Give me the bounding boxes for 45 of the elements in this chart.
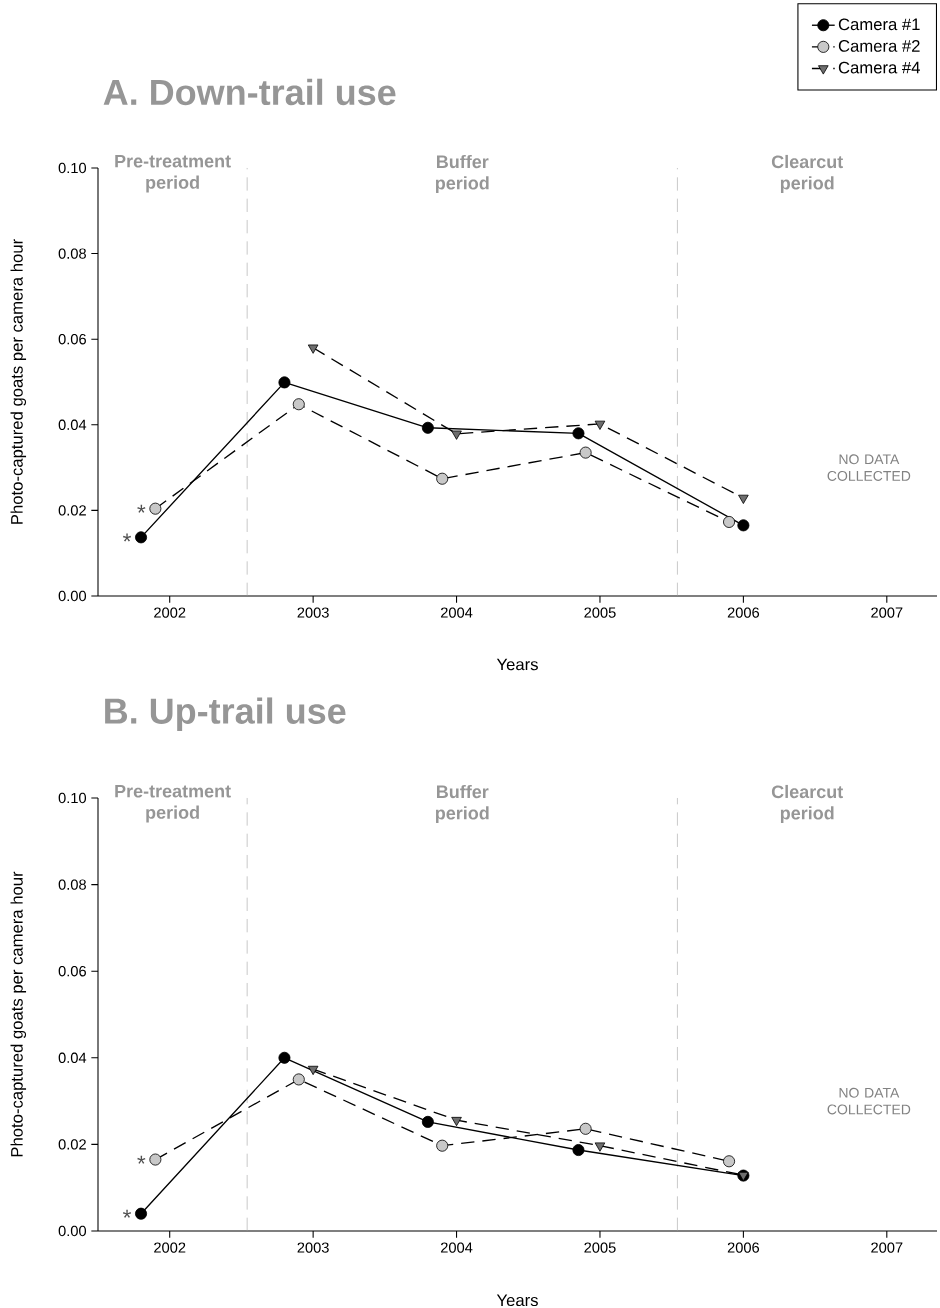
y-tick-label: 0.00	[58, 1225, 87, 1237]
x-tick-label: 2007	[871, 607, 903, 618]
x-tick-label: 2004	[440, 1242, 473, 1253]
x-tick-label: 2007	[871, 1242, 903, 1253]
annotation: NO DATA COLLECTED	[827, 454, 911, 481]
chart-title: A. Down-trail use	[103, 78, 396, 106]
legend-label: Camera #1	[838, 18, 920, 31]
x-tick-label: 2005	[584, 1242, 616, 1253]
annotation: *	[122, 1209, 132, 1218]
y-tick-label: 0.06	[58, 334, 86, 345]
x-tick-label: 2003	[297, 607, 329, 618]
annotation: Buffer period	[435, 784, 489, 824]
y-tick-label: 0.10	[58, 162, 87, 174]
annotation: Pre-treatment period	[115, 154, 231, 193]
y-tick-label: 0.00	[58, 590, 87, 602]
y-axis-title: Photo-captured goats per camera hour	[10, 239, 27, 524]
x-axis-title: Years	[496, 1294, 538, 1307]
legend-label: Camera #2	[838, 40, 920, 52]
y-tick-label: 0.04	[58, 419, 87, 430]
annotation: Clearcut period	[771, 784, 843, 824]
y-tick-label: 0.08	[58, 879, 86, 890]
annotation: Clearcut period	[771, 154, 843, 194]
y-axis-title: Photo-captured goats per camera hour	[10, 871, 27, 1157]
x-axis-title: Years	[496, 658, 538, 671]
y-tick-label: 0.04	[58, 1052, 87, 1063]
chart-title: B. Up-trail use	[105, 697, 346, 731]
y-tick-label: 0.06	[58, 966, 86, 977]
x-tick-label: 2002	[154, 1242, 186, 1253]
x-tick-label: 2006	[727, 607, 760, 618]
x-tick-label: 2004	[440, 607, 473, 618]
x-tick-label: 2005	[584, 607, 616, 618]
y-tick-label: 0.02	[58, 1139, 86, 1150]
legend-label: Camera #4	[838, 61, 920, 74]
annotation: Buffer period	[435, 154, 489, 194]
x-tick-label: 2002	[154, 607, 186, 618]
annotation: *	[137, 504, 146, 513]
annotation: NO DATA COLLECTED	[827, 1087, 911, 1115]
annotation: *	[122, 533, 132, 542]
x-tick-label: 2006	[727, 1242, 760, 1253]
annotation: *	[137, 1155, 146, 1164]
y-tick-label: 0.08	[58, 248, 86, 259]
y-tick-label: 0.10	[58, 792, 87, 804]
y-tick-label: 0.02	[58, 505, 86, 516]
x-tick-label: 2003	[297, 1242, 329, 1253]
annotation: Pre-treatment period	[115, 784, 231, 823]
